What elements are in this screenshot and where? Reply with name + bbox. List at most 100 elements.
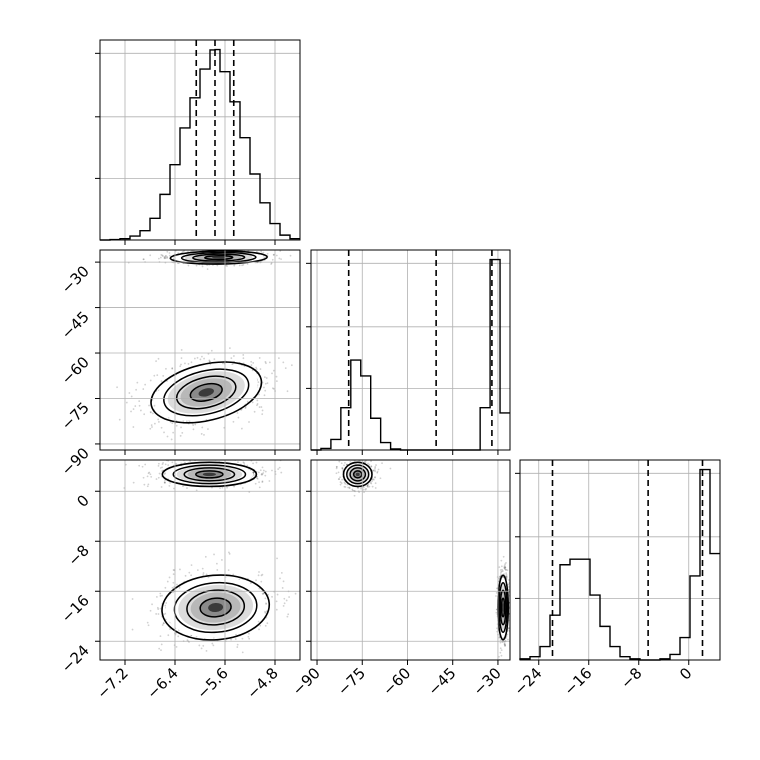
sample-point xyxy=(282,605,285,607)
sample-point xyxy=(264,470,267,473)
sample-point xyxy=(210,248,212,250)
x-tick-label: −5.6 xyxy=(193,664,231,702)
sample-point xyxy=(163,473,166,475)
sample-point xyxy=(265,602,267,605)
sample-point xyxy=(282,361,285,364)
sample-point xyxy=(173,586,176,588)
sample-point xyxy=(353,494,356,497)
sample-point xyxy=(495,611,498,614)
y-tick-label: −45 xyxy=(58,308,93,343)
sample-point xyxy=(139,409,142,412)
sample-point xyxy=(241,487,244,489)
sample-point xyxy=(234,638,237,640)
sample-point xyxy=(146,475,149,478)
sample-point xyxy=(160,380,163,382)
histogram-step xyxy=(100,48,300,241)
sample-point xyxy=(202,644,205,647)
sample-point xyxy=(181,431,184,434)
sample-point xyxy=(208,359,211,362)
sample-point xyxy=(504,644,506,647)
sample-point xyxy=(505,562,507,564)
sample-point xyxy=(256,403,259,405)
sample-point xyxy=(504,569,507,571)
sample-point xyxy=(157,418,160,421)
sample-point xyxy=(205,573,208,576)
sample-point xyxy=(159,256,162,259)
sample-point xyxy=(216,457,218,459)
sample-point xyxy=(210,349,213,352)
sample-point xyxy=(507,586,510,588)
sample-point xyxy=(144,463,147,466)
sample-point xyxy=(221,486,224,489)
sample-point xyxy=(171,461,174,464)
contour-line xyxy=(186,589,246,626)
sample-point xyxy=(374,467,376,470)
sample-point xyxy=(250,364,253,367)
sample-point xyxy=(150,424,153,427)
sample-point xyxy=(266,252,269,255)
sample-point xyxy=(364,461,367,464)
sample-point xyxy=(503,564,506,567)
x-tick-label: −8 xyxy=(617,664,645,692)
sample-point xyxy=(277,468,280,470)
sample-point xyxy=(365,487,367,490)
sample-point xyxy=(499,639,502,641)
sample-point xyxy=(500,654,503,657)
sample-point xyxy=(339,483,342,486)
sample-point xyxy=(236,643,239,646)
sample-point xyxy=(124,463,127,466)
sample-point xyxy=(151,603,153,606)
sample-point xyxy=(142,476,145,479)
sample-point xyxy=(344,486,347,488)
sample-point xyxy=(203,243,205,245)
sample-point xyxy=(335,465,338,468)
sample-point xyxy=(157,357,160,360)
sample-point xyxy=(258,628,260,631)
sample-point xyxy=(178,262,180,265)
sample-point xyxy=(259,368,262,370)
sample-point xyxy=(251,369,254,372)
sample-point xyxy=(371,485,374,488)
sample-point xyxy=(173,487,175,490)
sample-point xyxy=(232,573,235,576)
sample-point xyxy=(499,573,502,575)
sample-point xyxy=(503,566,506,568)
sample-point xyxy=(255,579,257,582)
sample-point xyxy=(258,486,261,489)
density-shade xyxy=(355,472,360,477)
sample-point xyxy=(366,484,369,487)
sample-point xyxy=(182,454,184,456)
density-shade xyxy=(502,603,504,612)
sample-point xyxy=(161,594,163,597)
sample-point xyxy=(118,418,121,421)
sample-point xyxy=(169,628,171,630)
sample-point xyxy=(371,480,373,482)
sample-point xyxy=(147,624,150,627)
sample-point xyxy=(505,576,508,579)
density-layer xyxy=(123,454,297,654)
sample-point xyxy=(186,487,188,489)
x-tick-label: −4.8 xyxy=(243,664,281,702)
sample-point xyxy=(180,349,183,351)
sample-point xyxy=(148,404,150,407)
sample-point xyxy=(164,367,167,370)
sample-point xyxy=(206,268,209,271)
sample-point xyxy=(367,486,369,488)
sample-point xyxy=(226,265,228,267)
sample-point xyxy=(351,488,354,491)
sample-point xyxy=(258,481,260,484)
sample-point xyxy=(272,254,275,256)
sample-point xyxy=(341,478,344,481)
sample-point xyxy=(213,553,215,556)
sample-point xyxy=(280,571,283,574)
sample-point xyxy=(190,564,193,567)
sample-point xyxy=(155,613,158,615)
sample-point xyxy=(264,610,266,613)
sample-point xyxy=(150,475,153,478)
sample-point xyxy=(496,627,498,630)
sample-point xyxy=(262,472,265,474)
sample-point xyxy=(335,472,338,475)
sample-point xyxy=(169,481,171,484)
sample-point xyxy=(161,463,164,466)
